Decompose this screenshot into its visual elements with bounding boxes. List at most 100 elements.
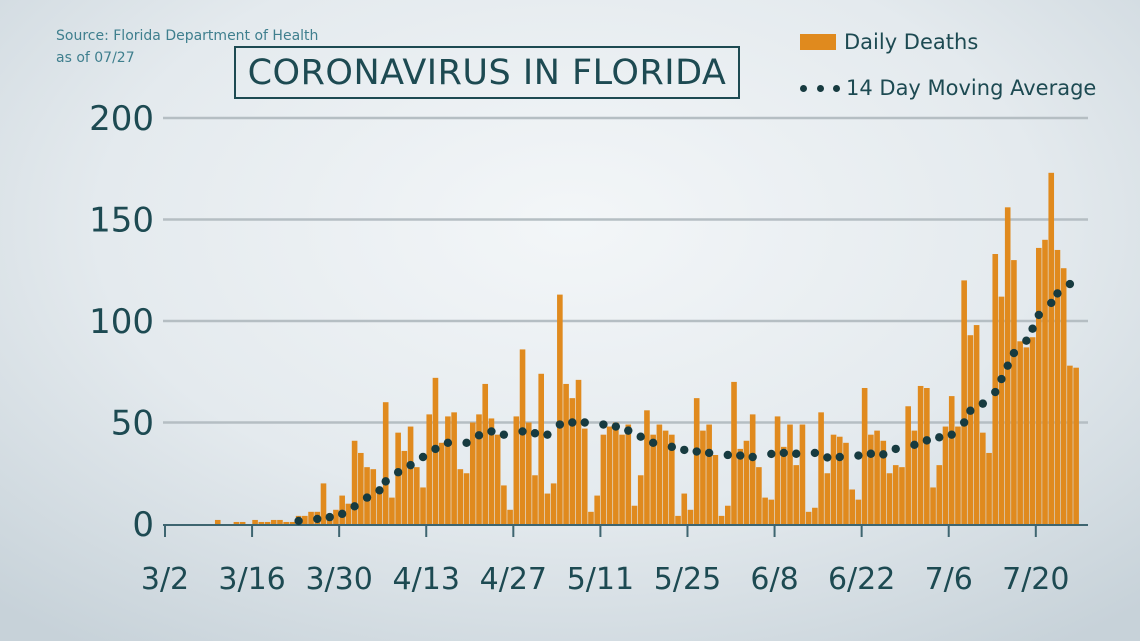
x-tick-label: 5/25 [654, 562, 721, 597]
bar [469, 422, 476, 524]
bar [233, 521, 240, 524]
moving-average-dot [891, 444, 900, 454]
moving-average-dot [997, 374, 1006, 384]
source-line: Source: Florida Department of Health [56, 28, 319, 44]
bar [1011, 260, 1017, 524]
bar [749, 414, 756, 524]
moving-average-dot [823, 453, 832, 462]
bar [333, 509, 339, 524]
moving-average-dot [879, 450, 888, 459]
bar [948, 396, 955, 524]
bar [998, 296, 1005, 524]
moving-average-dot [704, 448, 714, 458]
bar [650, 434, 656, 524]
bar [780, 446, 787, 524]
bar [662, 430, 669, 524]
bar [805, 511, 812, 524]
bar [892, 465, 899, 524]
bar [830, 434, 837, 524]
bar [538, 373, 544, 524]
moving-average-dot [748, 452, 757, 462]
moving-average-dot [866, 449, 876, 458]
source-note: Source: Florida Department of Health as … [56, 25, 318, 69]
bar [905, 406, 911, 524]
bar [389, 497, 395, 524]
moving-average-dot [499, 430, 509, 439]
moving-average-dot [580, 418, 589, 427]
bar [961, 280, 967, 524]
x-tick-label: 4/13 [393, 562, 460, 597]
moving-average-dot [393, 468, 403, 477]
bar [1042, 239, 1048, 525]
moving-average-dot [978, 399, 988, 408]
moving-average-dot [959, 418, 969, 427]
moving-average-dot [1034, 310, 1044, 320]
moving-average-dot [1003, 361, 1012, 370]
bar [855, 499, 862, 524]
bar [239, 521, 246, 524]
bar [544, 493, 551, 524]
bar [1048, 172, 1055, 524]
moving-average-dot [767, 449, 776, 459]
y-tick-label: 150 [89, 201, 154, 241]
bar [476, 414, 482, 524]
bar [1054, 249, 1061, 524]
moving-average-dot [1053, 289, 1062, 298]
moving-average-dot [854, 451, 863, 460]
bar [1036, 247, 1042, 525]
bar [214, 519, 221, 524]
moving-average-dot [947, 430, 956, 439]
bar [917, 385, 924, 524]
bar [718, 515, 725, 524]
moving-average-dot [406, 460, 415, 470]
bar [849, 489, 855, 524]
bar [370, 469, 377, 524]
bar [631, 505, 638, 524]
bar [438, 442, 445, 524]
bar [787, 424, 793, 524]
x-tick-label: 3/30 [305, 562, 372, 597]
moving-average-dot [792, 449, 801, 458]
moving-average-dot [518, 427, 527, 436]
bar [463, 473, 470, 524]
bar [762, 497, 768, 524]
bar [1017, 341, 1023, 524]
bar [886, 473, 893, 524]
x-tick-label: 5/11 [567, 562, 634, 597]
moving-average-dot [530, 429, 540, 438]
moving-average-dot [723, 450, 732, 460]
y-tick-label: 0 [132, 505, 154, 545]
bar [743, 440, 750, 524]
bar [899, 467, 905, 524]
bar [861, 387, 868, 524]
x-tick-label: 3/16 [218, 562, 285, 597]
bar [426, 414, 433, 524]
moving-average-dot [350, 502, 359, 511]
bar [768, 499, 775, 524]
bar [320, 483, 327, 524]
bar [669, 434, 675, 524]
bar [637, 475, 644, 524]
bar [967, 335, 974, 524]
bar [1067, 365, 1073, 524]
moving-average-dot [1028, 324, 1037, 333]
bar [793, 465, 800, 524]
legend-moving-average: 14 Day Moving Average [800, 76, 1096, 100]
moving-average-dot [835, 452, 844, 462]
bar [401, 450, 408, 524]
bar [264, 521, 271, 524]
bar [619, 434, 625, 524]
bar [936, 465, 943, 524]
bar [924, 387, 930, 524]
moving-average-dot [910, 440, 919, 450]
bar [911, 430, 918, 524]
y-tick-label: 100 [89, 302, 154, 342]
legend-daily-deaths: Daily Deaths [800, 30, 978, 54]
bar [986, 452, 992, 524]
bar [569, 398, 576, 524]
moving-average-dot [443, 438, 453, 447]
moving-average-dot [692, 447, 701, 456]
x-tick-label: 7/20 [1002, 562, 1069, 597]
bar [756, 467, 762, 524]
